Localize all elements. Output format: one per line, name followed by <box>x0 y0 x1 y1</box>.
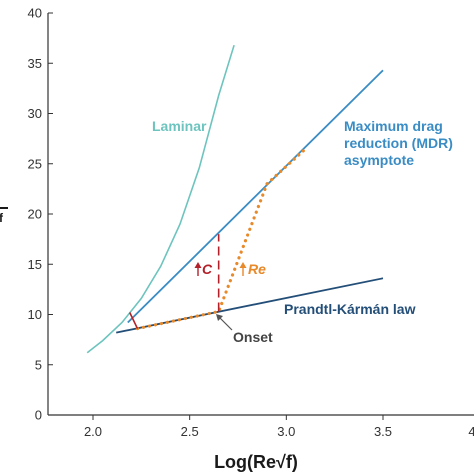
y-tick-label: 15 <box>28 257 42 272</box>
onset-label: Onset <box>233 329 273 345</box>
y-ticks: 0 5 10 15 20 25 30 35 40 <box>28 6 53 423</box>
series-line-laminar <box>86 44 235 354</box>
x-axis-label: Log(Re√f) <box>214 452 298 472</box>
mdr-label-line2: reduction (MDR) <box>344 135 453 151</box>
laminar-label: Laminar <box>152 118 207 134</box>
y-tick-label: 30 <box>28 106 42 121</box>
y-tick-label: 5 <box>35 357 42 372</box>
c-label: C <box>202 261 213 277</box>
series-line-mdr <box>127 69 384 324</box>
y-tick-label: 25 <box>28 156 42 171</box>
y-tick-label: 0 <box>35 408 42 423</box>
mdr-label-line1: Maximum drag <box>344 118 443 134</box>
y-axis-label-fragment: f <box>0 211 4 225</box>
y-tick-label: 20 <box>28 207 42 222</box>
y-tick-label: 10 <box>28 307 42 322</box>
mdr-label-line3: asymptote <box>344 152 414 168</box>
c-arrow <box>194 262 202 276</box>
x-tick-label: 3.0 <box>277 424 295 439</box>
x-tick-label: 2.0 <box>84 424 102 439</box>
onset-arrow <box>216 314 233 331</box>
re-label: Re <box>248 261 266 277</box>
y-tick-label: 35 <box>28 56 42 71</box>
x-tick-label: 3.5 <box>374 424 392 439</box>
re-arrow <box>239 262 247 276</box>
x-tick-label: 2.5 <box>181 424 199 439</box>
x-tick-label: 4 <box>468 424 474 439</box>
start-tick-mark <box>129 312 139 329</box>
transition-path-line <box>135 147 308 331</box>
x-ticks: 2.0 2.5 3.0 3.5 4 <box>84 415 474 439</box>
prandtl-karman-label: Prandtl-Kármán law <box>284 301 416 317</box>
series-layer <box>86 44 384 354</box>
y-tick-label: 40 <box>28 6 42 21</box>
